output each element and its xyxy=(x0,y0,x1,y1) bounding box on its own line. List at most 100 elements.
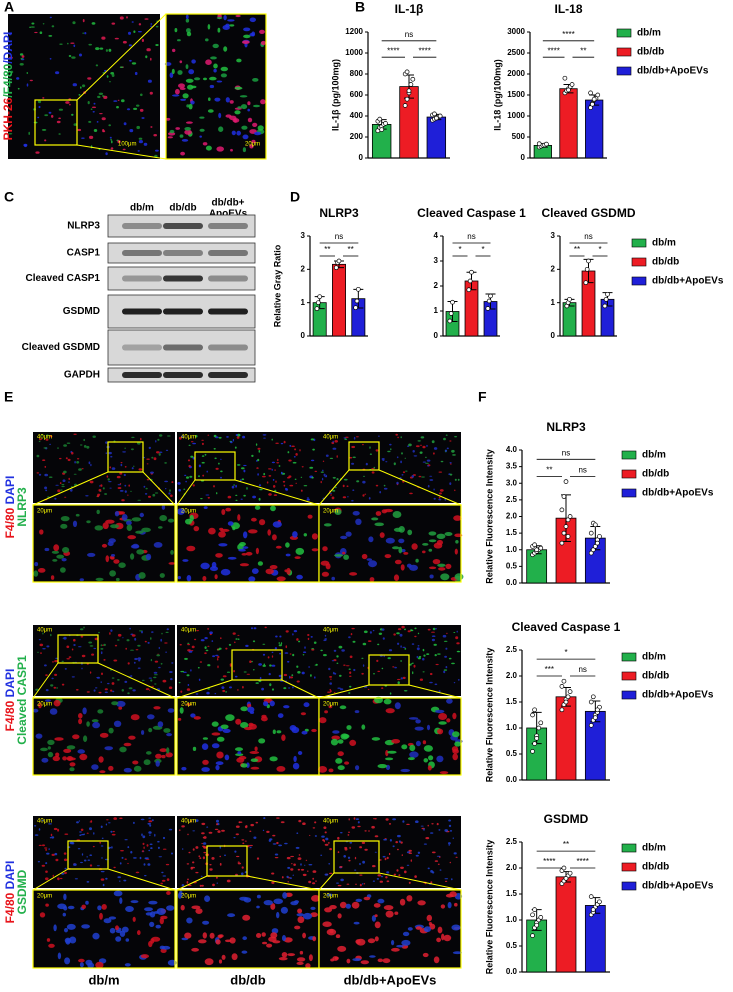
cell-signal xyxy=(45,903,49,907)
cell-signal xyxy=(367,640,372,642)
cell-signal xyxy=(347,496,349,498)
cell-signal xyxy=(146,478,150,481)
cell-signal xyxy=(80,828,84,831)
cell-signal xyxy=(247,117,253,123)
cell-signal xyxy=(303,651,307,653)
cell-signal xyxy=(107,682,110,685)
cell-signal xyxy=(186,28,191,33)
cell-signal xyxy=(386,871,390,874)
cell-signal xyxy=(425,456,427,458)
cell-signal xyxy=(276,817,280,819)
cell-signal xyxy=(343,855,347,858)
cell-signal xyxy=(243,34,251,39)
cell-signal xyxy=(246,673,250,675)
cell-signal xyxy=(334,509,342,515)
cell-signal xyxy=(326,893,333,897)
cell-signal xyxy=(134,637,137,641)
cell-signal xyxy=(339,866,343,868)
cell-signal xyxy=(396,481,399,485)
cell-signal xyxy=(286,567,291,575)
cell-signal xyxy=(44,664,47,667)
cell-signal xyxy=(141,679,145,682)
cell-signal xyxy=(227,556,237,560)
cell-signal xyxy=(391,947,400,952)
cell-signal xyxy=(106,819,109,821)
cell-signal xyxy=(81,654,86,658)
cell-signal xyxy=(99,732,109,738)
cell-signal xyxy=(215,761,224,766)
cell-signal xyxy=(229,24,235,27)
cell-signal xyxy=(336,455,338,458)
cell-signal xyxy=(110,689,113,692)
cell-signal xyxy=(208,97,211,101)
cell-signal xyxy=(251,31,256,37)
cell-signal xyxy=(76,461,80,464)
cell-signal xyxy=(269,664,272,667)
cell-signal xyxy=(204,895,211,902)
inset-connector xyxy=(378,469,462,506)
cell-signal xyxy=(346,883,350,885)
cell-signal xyxy=(202,142,208,146)
cell-signal xyxy=(83,445,87,448)
cell-signal xyxy=(349,655,353,659)
cell-signal xyxy=(423,745,433,752)
cell-signal xyxy=(271,468,273,471)
cell-signal xyxy=(125,906,134,912)
cell-signal xyxy=(450,463,452,465)
cell-signal xyxy=(259,29,265,34)
cell-signal xyxy=(383,484,386,487)
cell-signal xyxy=(274,647,278,650)
cell-signal xyxy=(162,679,167,683)
blot-row-label: GAPDH xyxy=(64,370,100,381)
cell-signal xyxy=(121,514,128,521)
data-point xyxy=(530,712,535,718)
cell-signal xyxy=(279,652,281,655)
cell-signal xyxy=(263,817,266,820)
cell-signal xyxy=(119,66,124,68)
cell-signal xyxy=(150,658,153,662)
cell-signal xyxy=(418,475,422,478)
cell-signal xyxy=(434,654,437,657)
cell-signal xyxy=(438,498,442,501)
data-point xyxy=(605,291,610,297)
cell-signal xyxy=(98,488,102,492)
cell-signal xyxy=(387,450,391,453)
data-point xyxy=(562,75,568,81)
cell-signal xyxy=(201,884,204,887)
cell-signal xyxy=(97,905,102,911)
group-label: db/m xyxy=(88,972,119,987)
cell-signal xyxy=(332,730,340,734)
cell-signal xyxy=(37,568,46,573)
cell-signal xyxy=(126,524,133,531)
cell-signal xyxy=(146,458,150,460)
cell-signal xyxy=(141,117,145,119)
cell-signal xyxy=(92,111,95,113)
cell-signal xyxy=(396,456,399,459)
y-tick-label: 1.0 xyxy=(506,545,518,554)
cell-signal xyxy=(453,632,456,633)
cell-signal xyxy=(393,633,396,636)
cell-signal xyxy=(250,766,260,770)
cell-signal xyxy=(377,898,385,904)
inset-connector xyxy=(246,875,320,891)
cell-signal xyxy=(408,443,412,447)
cell-signal xyxy=(99,841,101,844)
cell-signal xyxy=(87,962,95,969)
y-tick-label: 0.0 xyxy=(506,775,518,784)
y-tick-label: 0.5 xyxy=(506,749,518,758)
y-tick-label: 2 xyxy=(301,264,306,273)
micrograph-bg xyxy=(33,432,175,503)
cell-signal xyxy=(189,475,193,478)
cell-signal xyxy=(214,457,217,460)
cell-signal xyxy=(106,75,109,78)
cell-signal xyxy=(216,17,223,19)
cell-signal xyxy=(290,855,294,858)
y-tick-label: 0.0 xyxy=(506,578,518,587)
cell-signal xyxy=(328,667,331,671)
cell-signal xyxy=(144,493,148,495)
cell-signal xyxy=(215,553,223,558)
cell-signal xyxy=(242,435,246,439)
cell-signal xyxy=(413,455,418,457)
cell-signal xyxy=(114,511,120,517)
cell-signal xyxy=(244,825,248,829)
